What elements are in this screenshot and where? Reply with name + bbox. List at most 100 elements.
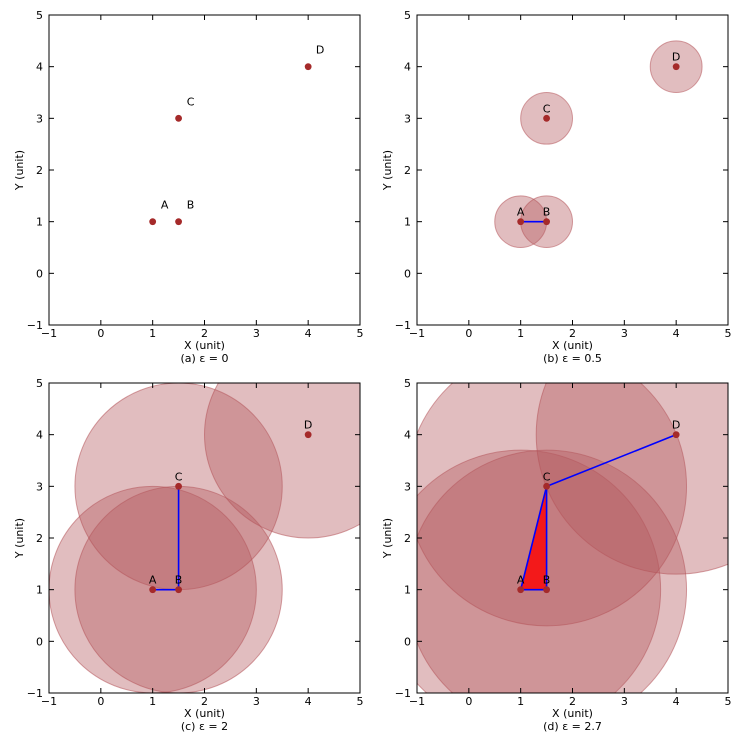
y-tick-label: 0 (36, 267, 43, 280)
x-tick-label: 3 (253, 327, 260, 340)
x-tick-label: 0 (97, 327, 104, 340)
point-label-b: B (175, 574, 183, 587)
y-tick-label: 1 (36, 584, 43, 597)
x-tick-label: 5 (357, 695, 364, 708)
point-a (517, 586, 525, 594)
point-label-b: B (543, 574, 551, 587)
x-tick-label: 3 (621, 695, 628, 708)
point-c (543, 114, 550, 122)
y-tick-label: 5 (36, 9, 43, 22)
y-tick-label: 1 (404, 584, 411, 597)
y-tick-label: 3 (36, 480, 43, 493)
y-tick-label: 1 (36, 216, 43, 229)
y-tick-label: 2 (404, 164, 411, 177)
point-a (517, 218, 525, 226)
point-label-c: C (175, 470, 183, 483)
x-tick-label: 4 (305, 695, 312, 708)
point-b (543, 218, 550, 226)
x-axis-label: X (unit) (184, 707, 225, 720)
point-d (672, 431, 680, 439)
panel-caption: (c) ε = 2 (181, 720, 228, 733)
epsilon-ball-d (204, 383, 360, 539)
point-a (149, 218, 157, 226)
x-tick-label: 0 (465, 327, 472, 340)
epsilon-ball-d (535, 383, 728, 575)
y-tick-label: 2 (404, 532, 411, 545)
point-label-d: D (304, 419, 312, 432)
y-tick-label: 4 (36, 429, 43, 442)
panel-caption: (d) ε = 2.7 (543, 720, 602, 733)
point-d (304, 431, 312, 439)
y-tick-label: 0 (36, 635, 43, 648)
x-tick-label: 1 (149, 695, 156, 708)
x-tick-label: −1 (41, 695, 57, 708)
panel-caption: (b) ε = 0.5 (543, 352, 602, 365)
point-label-c: C (187, 95, 195, 108)
point-label-a: A (161, 199, 169, 212)
y-tick-label: 4 (404, 429, 411, 442)
panel-c: A B C D −1 0 1 2 3 4 5 −1 0 1 2 3 4 5 X (unit) Y (unit) (c) … (13, 377, 364, 733)
x-tick-label: 1 (517, 327, 524, 340)
plot-content (417, 383, 728, 693)
y-tick-label: −1 (395, 687, 411, 700)
point-label-d: D (672, 419, 680, 432)
panel-a: A B C D −1 0 1 2 3 4 5 −1 0 1 2 3 4 5 X (unit) Y (unit) (a) … (13, 9, 364, 365)
y-tick-label: 3 (404, 480, 411, 493)
point-label-b: B (543, 206, 551, 219)
x-tick-label: 3 (253, 695, 260, 708)
point-b (543, 586, 550, 594)
point-label-d: D (672, 51, 680, 64)
y-axis-label: Y (unit) (381, 150, 394, 191)
x-tick-label: 5 (725, 695, 732, 708)
x-tick-label: −1 (41, 327, 57, 340)
x-tick-label: 3 (621, 327, 628, 340)
y-tick-label: 2 (36, 532, 43, 545)
x-tick-label: 0 (465, 695, 472, 708)
point-label-d: D (316, 44, 324, 57)
y-tick-label: 4 (36, 61, 43, 74)
x-tick-label: 2 (201, 327, 208, 340)
point-c (175, 114, 182, 122)
y-tick-label: 2 (36, 164, 43, 177)
point-label-a: A (517, 574, 525, 587)
plot-content (49, 383, 360, 693)
epsilon-ball-b (417, 449, 687, 693)
x-tick-label: 5 (725, 327, 732, 340)
y-axis-label: Y (unit) (13, 518, 26, 559)
y-tick-label: 3 (404, 112, 411, 125)
x-tick-label: 1 (517, 695, 524, 708)
point-c (543, 482, 550, 490)
plot-area (49, 15, 360, 325)
x-tick-label: −1 (409, 327, 425, 340)
point-label-a: A (517, 206, 525, 219)
point-b (175, 586, 182, 594)
y-axis-label: Y (unit) (13, 150, 26, 191)
epsilon-ball-c (417, 383, 687, 627)
x-axis-label: X (unit) (552, 707, 593, 720)
y-tick-label: −1 (27, 319, 43, 332)
x-tick-label: 2 (201, 695, 208, 708)
x-tick-label: 4 (305, 327, 312, 340)
y-tick-label: 4 (404, 61, 411, 74)
x-tick-label: 5 (357, 327, 364, 340)
point-label-c: C (543, 470, 551, 483)
point-label-a: A (149, 574, 157, 587)
x-tick-label: 1 (149, 327, 156, 340)
x-tick-label: −1 (409, 695, 425, 708)
y-tick-label: 0 (404, 635, 411, 648)
y-axis-label: Y (unit) (381, 518, 394, 559)
point-b (175, 218, 182, 226)
y-tick-label: 5 (404, 9, 411, 22)
panel-caption: (a) ε = 0 (181, 352, 229, 365)
y-tick-label: 1 (404, 216, 411, 229)
x-tick-label: 0 (97, 695, 104, 708)
edge-cd (546, 433, 677, 488)
y-tick-label: 5 (36, 377, 43, 390)
x-tick-label: 4 (673, 327, 680, 340)
x-axis-label: X (unit) (552, 339, 593, 352)
edge-ac (519, 486, 548, 590)
panel-b: A B C D −1 0 1 2 3 4 5 −1 0 1 2 3 4 5 X (unit) Y (unit) (b) … (381, 9, 732, 365)
panel-d: A B C D −1 0 1 2 3 4 5 −1 0 1 2 3 4 5 X (unit) Y (unit) (d) … (381, 377, 732, 733)
point-label-b: B (187, 199, 195, 212)
